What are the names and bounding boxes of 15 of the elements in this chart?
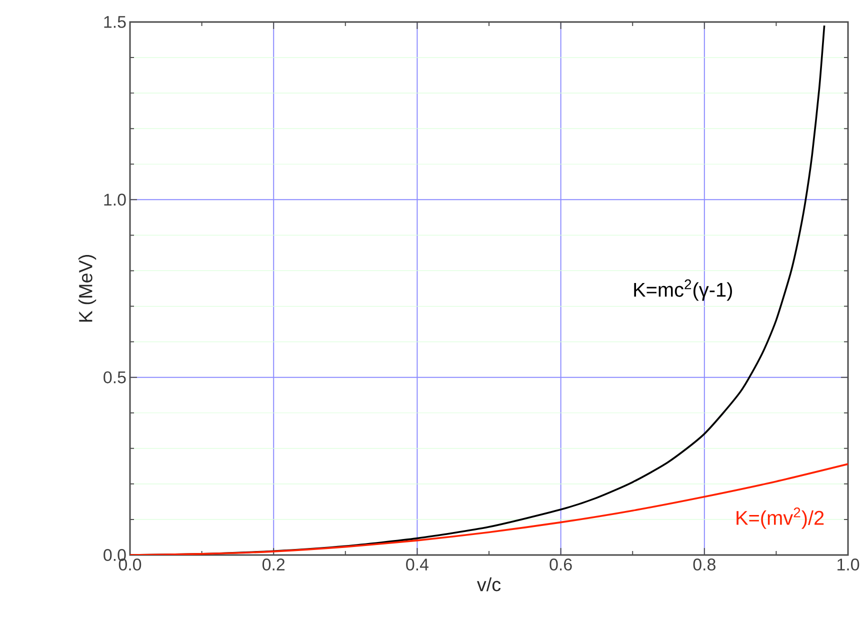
y-tick-label: 0.5: [104, 371, 126, 384]
annotation: K=mc$^{2}$(γ-1): [634, 279, 732, 301]
line-series: [130, 463, 848, 555]
y-tick-label: 1.0: [104, 194, 126, 206]
x-tick-label: 0.4: [406, 558, 428, 571]
x-axis-title: v/c: [476, 577, 501, 592]
x-tick-label: 1.0: [838, 558, 860, 571]
y-tick-label: 0.0: [104, 549, 126, 561]
x-tick-label: 0.8: [693, 558, 716, 571]
x-tick-label: 0.2: [262, 558, 285, 571]
y-tick-label: 1.5: [104, 16, 126, 28]
y-axis-title: K (MeV): [78, 254, 96, 322]
x-tick-label: 0.6: [550, 558, 572, 571]
x-tick-label: 0.0: [118, 558, 142, 571]
annotation: K=(mv$^{2}$)/2: [736, 508, 824, 529]
